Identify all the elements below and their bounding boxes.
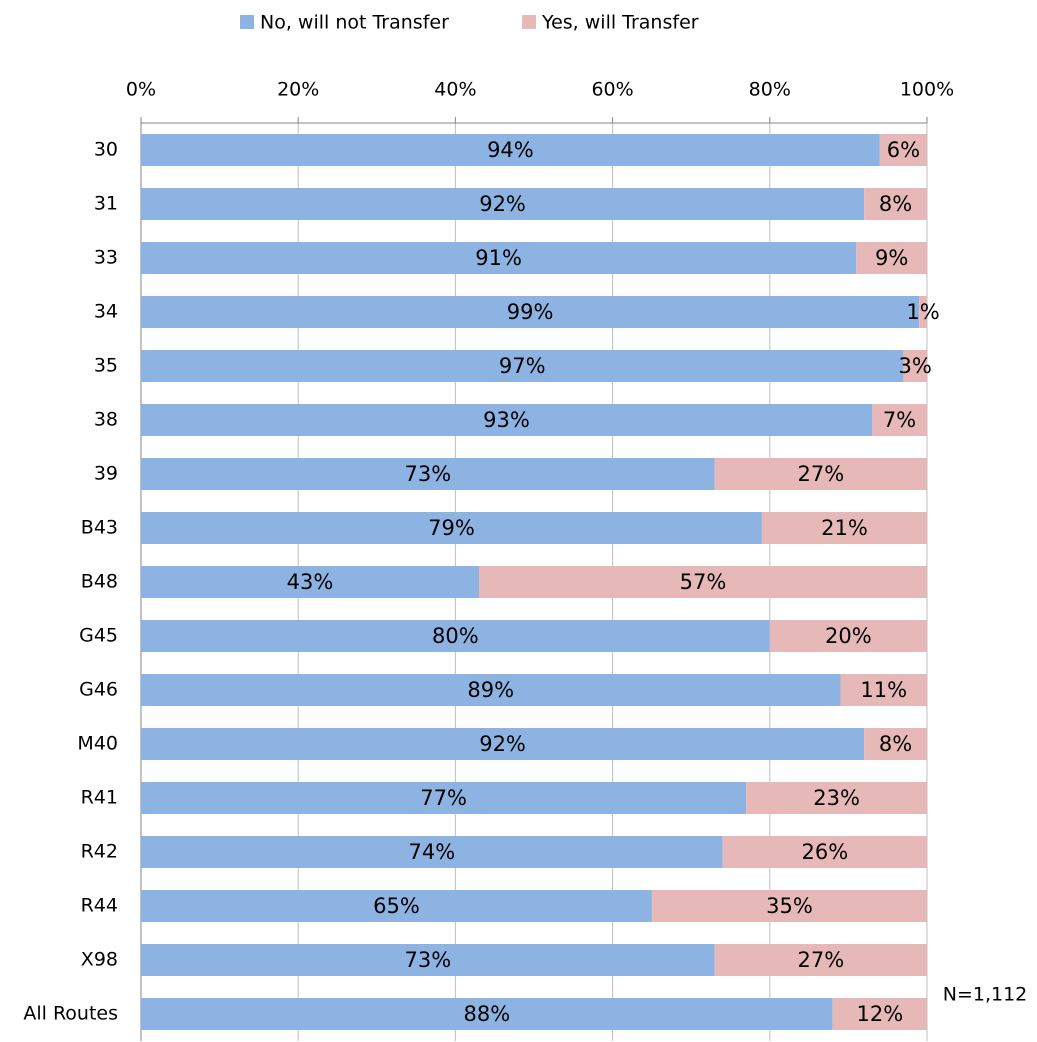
legend-label: No, will not Transfer bbox=[260, 12, 449, 34]
y-tick-label: R41 bbox=[81, 787, 118, 809]
y-tick-label: 33 bbox=[94, 247, 118, 269]
bar-segment bbox=[141, 944, 715, 976]
value-label: 94% bbox=[487, 138, 534, 162]
value-label: 12% bbox=[856, 1002, 903, 1026]
value-label: 89% bbox=[467, 678, 514, 702]
bar-segment bbox=[840, 674, 927, 706]
bar-segment bbox=[141, 188, 865, 220]
value-label: 9% bbox=[875, 246, 908, 270]
bar-segment bbox=[141, 350, 904, 382]
y-tick-label: G45 bbox=[79, 625, 118, 647]
value-label: 91% bbox=[475, 246, 522, 270]
value-label: 92% bbox=[479, 732, 526, 756]
y-tick-label: 34 bbox=[94, 301, 118, 323]
value-label: 80% bbox=[432, 624, 479, 648]
value-label: 73% bbox=[405, 462, 452, 486]
x-tick-label: 80% bbox=[749, 79, 791, 101]
bar-segment bbox=[832, 998, 927, 1030]
bar-segment bbox=[856, 242, 927, 274]
x-tick-label: 0% bbox=[126, 79, 156, 101]
x-tick-label: 100% bbox=[900, 79, 954, 101]
y-tick-label: R42 bbox=[81, 841, 118, 863]
y-tick-label: M40 bbox=[77, 733, 118, 755]
value-label: 20% bbox=[825, 624, 872, 648]
y-tick-label: G46 bbox=[79, 679, 118, 701]
y-tick-label: B48 bbox=[81, 571, 118, 593]
bar-segment bbox=[722, 836, 927, 868]
legend-label: Yes, will Transfer bbox=[541, 12, 699, 34]
bar-segment bbox=[761, 512, 927, 544]
value-label: 77% bbox=[420, 786, 467, 810]
y-tick-label: 31 bbox=[94, 193, 118, 215]
bar-segment bbox=[141, 674, 841, 706]
value-label: 7% bbox=[883, 408, 916, 432]
value-label: 99% bbox=[507, 300, 554, 324]
value-label: 57% bbox=[680, 570, 727, 594]
y-tick-label: 39 bbox=[94, 463, 118, 485]
bar-segment bbox=[714, 458, 927, 490]
bar-segment bbox=[903, 350, 927, 382]
y-tick-label: X98 bbox=[81, 949, 118, 971]
bar-segment bbox=[141, 404, 872, 436]
bar-segment bbox=[141, 242, 857, 274]
value-label: 97% bbox=[499, 354, 546, 378]
value-label: 93% bbox=[483, 408, 530, 432]
value-label: 26% bbox=[801, 840, 848, 864]
bar-segment bbox=[141, 134, 880, 166]
value-label: 8% bbox=[879, 732, 912, 756]
bar-segment bbox=[141, 836, 723, 868]
value-label: 1% bbox=[906, 300, 939, 324]
x-tick-label: 40% bbox=[434, 79, 476, 101]
x-tick-label: 60% bbox=[591, 79, 633, 101]
bar-segment bbox=[879, 134, 927, 166]
value-label: 21% bbox=[821, 516, 868, 540]
value-label: 92% bbox=[479, 192, 526, 216]
bar-segment bbox=[871, 404, 927, 436]
y-tick-label: 30 bbox=[94, 139, 118, 161]
bar-segment bbox=[141, 296, 920, 328]
y-tick-label: R44 bbox=[81, 895, 118, 917]
bar-segment bbox=[769, 620, 927, 652]
value-label: 6% bbox=[887, 138, 920, 162]
value-label: 43% bbox=[287, 570, 334, 594]
bar-segment bbox=[864, 188, 927, 220]
bar-segment bbox=[141, 998, 833, 1030]
bar-segment bbox=[141, 512, 762, 544]
x-tick-label: 20% bbox=[277, 79, 319, 101]
bar-segment bbox=[651, 890, 927, 922]
bar-segment bbox=[141, 566, 479, 598]
value-label: 8% bbox=[879, 192, 912, 216]
bar-segment bbox=[864, 728, 927, 760]
value-label: 74% bbox=[408, 840, 455, 864]
value-label: 27% bbox=[798, 948, 845, 972]
value-label: 23% bbox=[813, 786, 860, 810]
value-label: 88% bbox=[463, 1002, 510, 1026]
value-label: 79% bbox=[428, 516, 475, 540]
bar-segment bbox=[141, 620, 770, 652]
y-tick-label: 38 bbox=[94, 409, 118, 431]
y-tick-label: B43 bbox=[81, 517, 118, 539]
bar-segment bbox=[141, 782, 747, 814]
y-tick-label: 35 bbox=[94, 355, 118, 377]
bar-segment bbox=[746, 782, 927, 814]
bar-segment bbox=[919, 296, 927, 328]
bar-segment bbox=[141, 728, 865, 760]
value-label: 73% bbox=[405, 948, 452, 972]
y-tick-label: All Routes bbox=[23, 1003, 118, 1025]
bar-segment bbox=[478, 566, 927, 598]
bar-segment bbox=[141, 458, 715, 490]
legend-swatch bbox=[240, 15, 254, 29]
annotation: N=1,112 bbox=[943, 984, 1028, 1006]
value-label: 65% bbox=[373, 894, 420, 918]
bar-segment bbox=[714, 944, 927, 976]
value-label: 27% bbox=[798, 462, 845, 486]
value-label: 3% bbox=[899, 354, 932, 378]
bar-segment bbox=[141, 890, 652, 922]
value-label: 35% bbox=[766, 894, 813, 918]
legend-swatch bbox=[522, 15, 536, 29]
value-label: 11% bbox=[860, 678, 907, 702]
